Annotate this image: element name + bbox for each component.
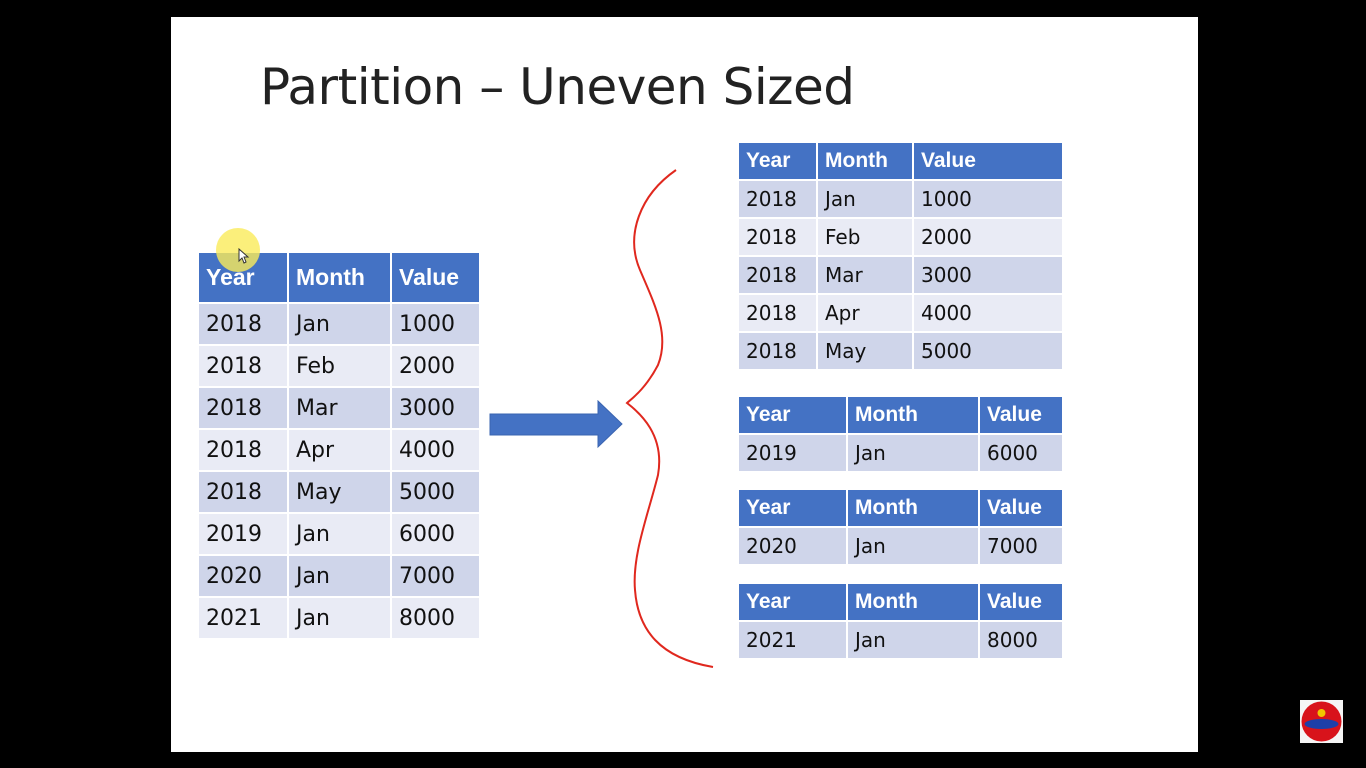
column-header-year: Year [739,584,846,620]
channel-logo[interactable] [1300,700,1343,743]
year-cell: 2021 [199,598,287,638]
year-cell: 2019 [739,435,846,471]
month-cell: Feb [818,219,912,255]
table-row: 2019 Jan 6000 [739,435,1062,471]
year-cell: 2018 [199,346,287,386]
column-header-value: Value [980,584,1062,620]
month-cell: Jan [289,514,390,554]
table-row: 2018 Mar 3000 [199,388,479,428]
month-cell: Jan [289,556,390,596]
mouse-pointer-icon [238,248,250,264]
column-header-year: Year [739,490,846,526]
table-row: 2018 Mar 3000 [739,257,1062,293]
table-header-row: Year Month Value [739,584,1062,620]
column-header-month: Month [848,397,978,433]
column-header-year: Year [739,397,846,433]
year-cell: 2019 [199,514,287,554]
month-cell: Jan [289,304,390,344]
value-cell: 7000 [392,556,479,596]
value-cell: 1000 [392,304,479,344]
table-header-row: Year Month Value [739,397,1062,433]
month-cell: Jan [818,181,912,217]
table-row: 2018 Feb 2000 [739,219,1062,255]
table-row: 2020 Jan 7000 [199,556,479,596]
value-cell: 3000 [392,388,479,428]
table-row: 2018 Jan 1000 [199,304,479,344]
table-row: 2021 Jan 8000 [739,622,1062,658]
value-cell: 4000 [914,295,1062,331]
table-row: 2018 Apr 4000 [739,295,1062,331]
table-row: 2018 May 5000 [739,333,1062,369]
month-cell: Jan [848,622,978,658]
source-table: Year Month Value 2018 Jan 1000 2018 Feb 2000 2018… [197,251,481,640]
table-row: 2021 Jan 8000 [199,598,479,638]
year-cell: 2018 [739,333,816,369]
value-cell: 6000 [392,514,479,554]
month-cell: Mar [818,257,912,293]
value-cell: 8000 [392,598,479,638]
cursor-highlight [216,228,260,272]
month-cell: Jan [848,528,978,564]
value-cell: 2000 [914,219,1062,255]
table-header-row: Year Month Value [739,490,1062,526]
month-cell: Jan [848,435,978,471]
year-cell: 2018 [199,430,287,470]
month-cell: Apr [289,430,390,470]
column-header-value: Value [392,253,479,302]
value-cell: 5000 [914,333,1062,369]
partition-table-1: Year Month Value 2018 Jan 1000 2018 Feb 2000 2018… [737,141,1064,371]
partition-table-4: Year Month Value 2021 Jan 8000 [737,582,1064,660]
column-header-value: Value [980,397,1062,433]
column-header-value: Value [980,490,1062,526]
partition-table-3: Year Month Value 2020 Jan 7000 [737,488,1064,566]
year-cell: 2020 [739,528,846,564]
partition-table-2: Year Month Value 2019 Jan 6000 [737,395,1064,473]
table-row: 2018 Feb 2000 [199,346,479,386]
month-cell: Jan [289,598,390,638]
year-cell: 2021 [739,622,846,658]
table-header-row: Year Month Value [739,143,1062,179]
month-cell: Feb [289,346,390,386]
column-header-month: Month [289,253,390,302]
column-header-month: Month [818,143,912,179]
month-cell: Mar [289,388,390,428]
value-cell: 5000 [392,472,479,512]
value-cell: 6000 [980,435,1062,471]
curly-brace [625,169,714,668]
month-cell: May [818,333,912,369]
column-header-month: Month [848,490,978,526]
year-cell: 2018 [739,219,816,255]
year-cell: 2018 [739,295,816,331]
table-row: 2019 Jan 6000 [199,514,479,554]
column-header-month: Month [848,584,978,620]
year-cell: 2018 [739,257,816,293]
table-row: 2018 May 5000 [199,472,479,512]
value-cell: 3000 [914,257,1062,293]
table-row: 2020 Jan 7000 [739,528,1062,564]
value-cell: 8000 [980,622,1062,658]
value-cell: 7000 [980,528,1062,564]
arrow-right-icon [489,400,623,449]
month-cell: Apr [818,295,912,331]
table-row: 2018 Apr 4000 [199,430,479,470]
column-header-value: Value [914,143,1062,179]
value-cell: 1000 [914,181,1062,217]
value-cell: 4000 [392,430,479,470]
table-row: 2018 Jan 1000 [739,181,1062,217]
year-cell: 2018 [739,181,816,217]
table-header-row: Year Month Value [199,253,479,302]
month-cell: May [289,472,390,512]
slide-title: Partition – Uneven Sized [260,58,855,116]
year-cell: 2018 [199,472,287,512]
value-cell: 2000 [392,346,479,386]
year-cell: 2020 [199,556,287,596]
column-header-year: Year [739,143,816,179]
year-cell: 2018 [199,304,287,344]
year-cell: 2018 [199,388,287,428]
